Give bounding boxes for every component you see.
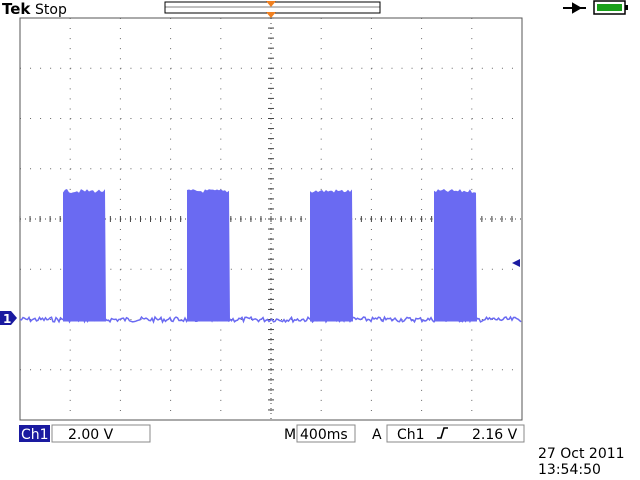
waveform (19, 189, 522, 324)
trigger-prefix: A (372, 427, 382, 443)
burst (187, 189, 230, 322)
trigger-slope (437, 427, 448, 439)
channel-label: Ch1 (21, 427, 49, 443)
burst (434, 189, 477, 322)
record-indicator (164, 1, 381, 14)
acquisition-status: Stop (35, 2, 67, 18)
burst (310, 189, 353, 322)
burst (63, 189, 106, 322)
time-prefix: M (284, 427, 296, 443)
date: 27 Oct 2011 (538, 446, 625, 462)
brand: Tek (2, 0, 31, 18)
probe-icon (563, 2, 586, 14)
timebase: 400ms (300, 427, 348, 443)
battery-icon (593, 0, 628, 15)
trigger-level: 2.16 V (472, 427, 518, 443)
channel-marker: 1 (0, 311, 17, 326)
time: 13:54:50 (538, 462, 601, 478)
trigger-source: Ch1 (397, 427, 425, 443)
trigger-level-marker (512, 259, 520, 267)
trigger-position (266, 12, 276, 18)
status-bar: Ch1 2.00 V M 400ms A Ch1 2.16 V (19, 424, 525, 443)
volts-per-div: 2.00 V (68, 427, 114, 443)
channel-marker-label: 1 (3, 312, 11, 326)
